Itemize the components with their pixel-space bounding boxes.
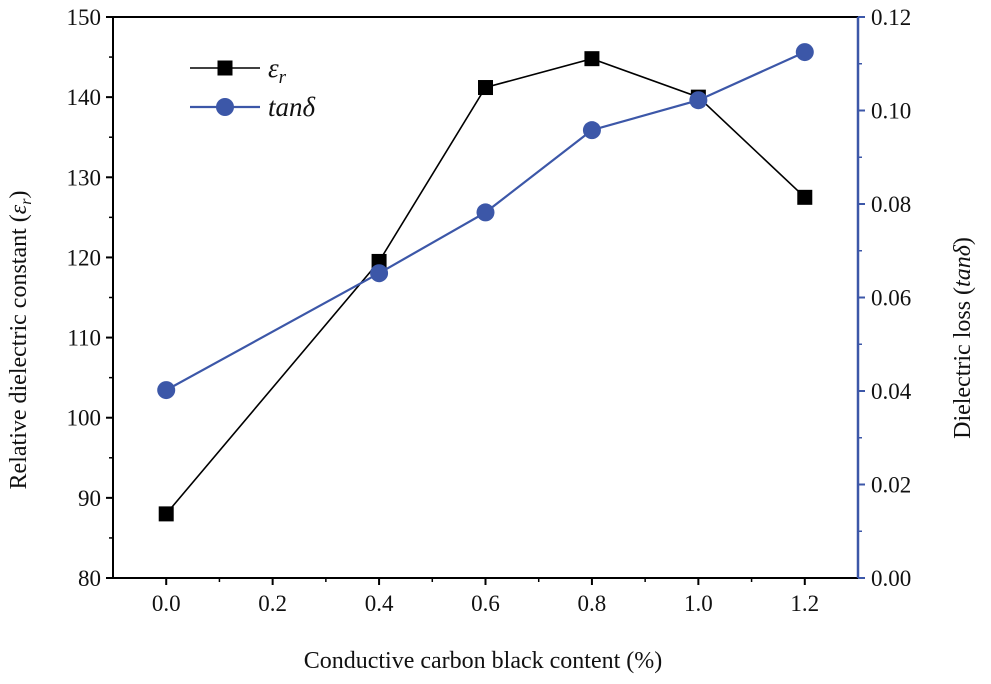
x-tick-label: 0.0 [152, 591, 181, 616]
y-axis-left-title-close: ) [6, 191, 32, 199]
data-point-tand [370, 264, 389, 283]
y-left-tick-label: 80 [78, 566, 101, 591]
y-right-tick-label: 0.10 [871, 99, 911, 124]
data-point-tand [582, 121, 601, 140]
legend-marker-tand [216, 98, 234, 116]
y-right-tick-label: 0.00 [871, 566, 911, 591]
x-tick-label: 0.6 [471, 591, 500, 616]
data-point-tand [795, 43, 814, 62]
legend-label-main: ε [268, 53, 279, 83]
data-point-tand [157, 381, 176, 400]
y-axis-left-title-text: Relative dielectric constant ( [6, 214, 32, 489]
y-axis-left: 80 90 100 110 120 130 140 150 [67, 5, 113, 591]
legend-label-er: εr [268, 53, 287, 88]
y-axis-left-title-sub: r [18, 198, 35, 205]
legend: εr tanδ [190, 53, 316, 122]
legend-label-tand: tanδ [268, 92, 316, 122]
x-tick-label: 1.0 [684, 591, 713, 616]
y-axis-right: 0.00 0.02 0.04 0.06 0.08 0.10 0.12 [858, 5, 912, 591]
x-tick-label: 0.2 [258, 591, 287, 616]
y-left-tick-label: 100 [67, 406, 102, 431]
x-tick-label: 1.2 [790, 591, 819, 616]
y-left-tick-label: 120 [67, 245, 102, 270]
y-right-tick-label: 0.02 [871, 473, 911, 498]
y-axis-right-title: Dielectric loss (tanδ) [950, 237, 976, 439]
data-point-er [797, 189, 813, 205]
y-right-tick-label: 0.04 [871, 379, 912, 404]
y-left-tick-label: 140 [67, 85, 102, 110]
y-left-tick-label: 90 [78, 486, 101, 511]
data-point-tand [689, 91, 708, 110]
y-left-tick-label: 150 [67, 5, 102, 30]
y-right-tick-label: 0.08 [871, 192, 911, 217]
y-axis-right-title-symbol: tanδ [950, 244, 976, 287]
y-axis-right-title-text: Dielectric loss ( [950, 287, 976, 439]
data-point-er [158, 506, 174, 522]
y-right-tick-label: 0.06 [871, 286, 911, 311]
y-axis-right-title-close: ) [950, 237, 976, 245]
y-left-tick-label: 110 [67, 326, 101, 351]
series-layer [157, 43, 814, 522]
x-tick-label: 0.4 [365, 591, 394, 616]
y-axis-left-title: Relative dielectric constant (εr) [6, 191, 35, 490]
series-line-tand [165, 51, 806, 392]
data-point-er [478, 80, 493, 96]
legend-label-main: tanδ [268, 92, 316, 122]
legend-marker-er [217, 60, 233, 76]
y-left-tick-label: 130 [67, 165, 102, 190]
x-tick-label: 0.8 [578, 591, 607, 616]
legend-label-sub: r [279, 67, 287, 88]
y-right-tick-label: 0.12 [871, 5, 911, 30]
y-axis-left-title-symbol: ε [6, 204, 32, 214]
data-point-tand [476, 203, 495, 222]
data-point-er [584, 51, 600, 67]
series-line-er [165, 57, 806, 515]
x-axis: 0.0 0.2 0.4 0.6 0.8 1.0 1.2 [152, 578, 819, 616]
x-axis-title: Conductive carbon black content (%) [304, 648, 663, 674]
